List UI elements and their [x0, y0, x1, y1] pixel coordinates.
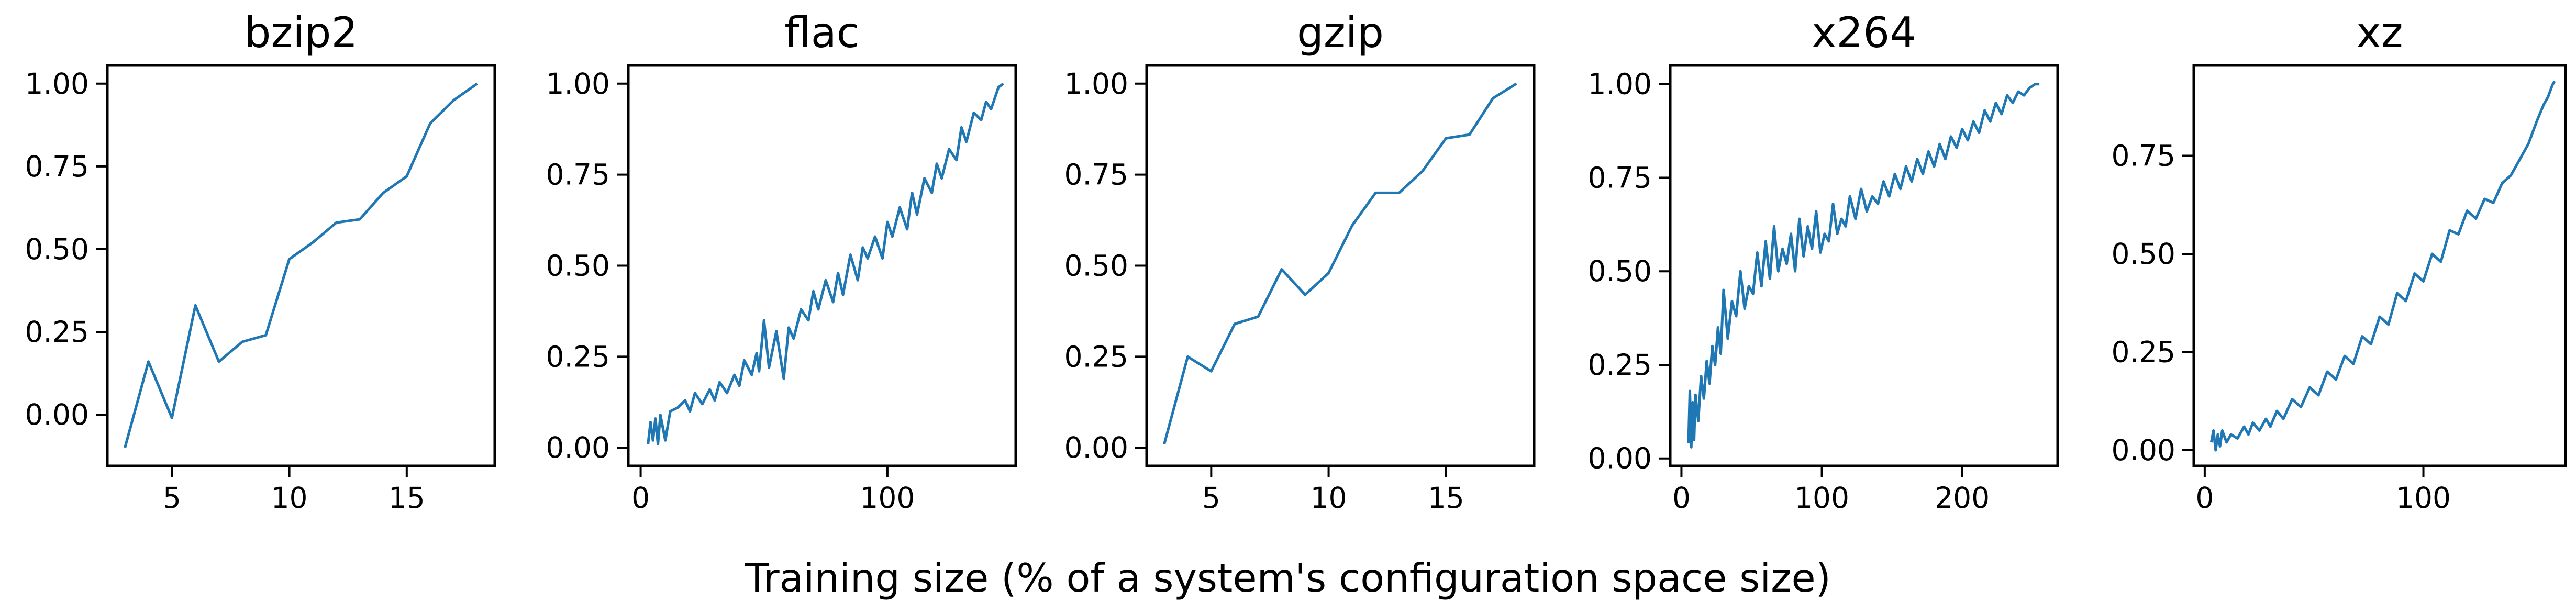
x-tick-label: 15: [1428, 481, 1464, 515]
y-tick-label: 1.00: [1064, 67, 1128, 101]
x-tick-label: 100: [860, 481, 915, 515]
y-tick-label: 0.25: [546, 340, 610, 373]
series-line: [647, 82, 1004, 445]
y-tick-label: 1.00: [1588, 68, 1652, 101]
series-line: [1687, 83, 2040, 449]
figure-xlabel: Training size (% of a system's configura…: [745, 555, 1831, 601]
y-tick-label: 1.00: [25, 67, 89, 101]
y-tick-label: 0.00: [1588, 442, 1652, 475]
series-line: [2209, 80, 2556, 452]
axes-frame: [1669, 64, 2059, 467]
y-tick-label: 0.50: [1064, 249, 1128, 283]
y-tick-label: 0.50: [25, 232, 89, 266]
x-tick-label: 5: [163, 481, 181, 515]
x-tick-label: 0: [1672, 481, 1691, 515]
x-tick-label: 0: [2195, 481, 2214, 515]
y-tick-label: 0.00: [1064, 431, 1128, 464]
panel-gzip: gzip 5 10 15 0.00 0.25 0.50 0.75 1.00: [1064, 8, 1536, 515]
y-tick-label: 0.50: [546, 249, 610, 283]
y-tick-label: 0.00: [546, 431, 610, 464]
y-tick-label: 0.50: [2112, 237, 2175, 271]
x-tick-label: 200: [1935, 481, 1990, 515]
x-tick-label: 0: [631, 481, 650, 515]
panel-title: flac: [784, 8, 859, 57]
x-tick-label: 5: [1202, 481, 1220, 515]
y-tick-label: 0.75: [1588, 161, 1652, 194]
y-tick-label: 0.00: [25, 398, 89, 431]
x-tick-label: 10: [1311, 481, 1347, 515]
y-tick-label: 1.00: [546, 67, 610, 101]
series-line: [124, 82, 478, 448]
y-tick-label: 0.75: [2112, 139, 2175, 173]
y-tick-label: 0.75: [25, 150, 89, 183]
panel-title: x264: [1812, 8, 1916, 57]
panel-title: xz: [2356, 8, 2403, 57]
series-line: [1163, 82, 1517, 444]
panel-x264: x264 0 100 200 0.00 0.25 0.50 0.75 1.00: [1588, 8, 2059, 515]
y-tick-label: 0.25: [25, 315, 89, 349]
axes-frame: [106, 64, 496, 467]
x-tick-label: 100: [2396, 481, 2451, 515]
x-tick-label: 10: [271, 481, 308, 515]
axes-frame: [2192, 64, 2567, 467]
panel-xz: xz 0 100 0.00 0.25 0.50 0.75: [2112, 8, 2567, 515]
y-tick-label: 0.75: [1064, 158, 1128, 192]
panel-bzip2: bzip2 5 10 15 0.00 0.25 0.50 0.75 1.00: [25, 8, 496, 515]
y-tick-label: 0.25: [2112, 336, 2175, 369]
panel-title: bzip2: [245, 8, 358, 57]
y-tick-label: 0.50: [1588, 254, 1652, 288]
x-tick-label: 15: [388, 481, 425, 515]
panel-flac: flac 0 100 0.00 0.25 0.50 0.75 1.00: [546, 8, 1017, 515]
y-tick-label: 0.00: [2112, 433, 2175, 467]
y-tick-label: 0.25: [1588, 348, 1652, 382]
y-tick-label: 0.25: [1064, 340, 1128, 373]
panel-title: gzip: [1297, 8, 1384, 57]
y-tick-label: 0.75: [546, 158, 610, 192]
x-tick-label: 100: [1794, 481, 1849, 515]
